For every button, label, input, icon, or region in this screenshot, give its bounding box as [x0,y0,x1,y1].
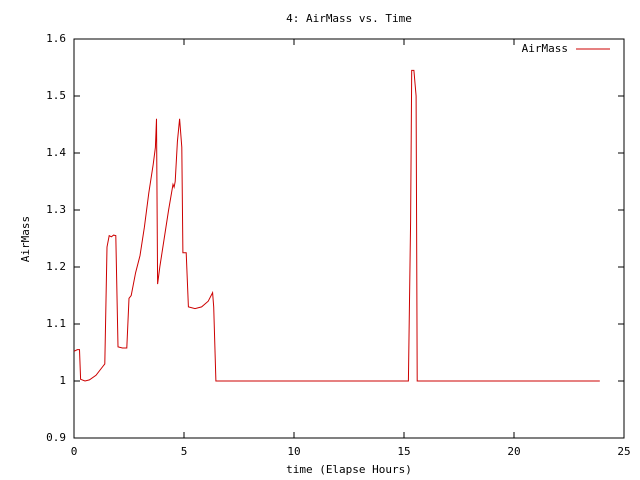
y-tick-label: 1.4 [46,146,66,159]
y-tick-label: 1.5 [46,89,66,102]
chart-title: 4: AirMass vs. Time [286,12,412,25]
data-line [73,69,600,382]
y-tick-label: 0.9 [46,431,66,444]
y-tick-label: 1.1 [46,317,66,330]
y-tick-label: 1.2 [46,260,66,273]
legend-label: AirMass [522,42,568,55]
y-tick-label: 1.3 [46,203,66,216]
x-tick-label: 5 [181,445,188,458]
x-tick-label: 0 [71,445,78,458]
x-tick-label: 10 [287,445,300,458]
y-axis-label: AirMass [19,216,32,262]
y-tick-label: 1 [59,374,66,387]
plot-frame [73,38,625,439]
y-tick-label: 1.6 [46,32,66,45]
x-tick-label: 15 [397,445,410,458]
x-tick-label: 20 [507,445,520,458]
x-axis-label: time (Elapse Hours) [286,463,412,476]
x-tick-label: 25 [617,445,630,458]
